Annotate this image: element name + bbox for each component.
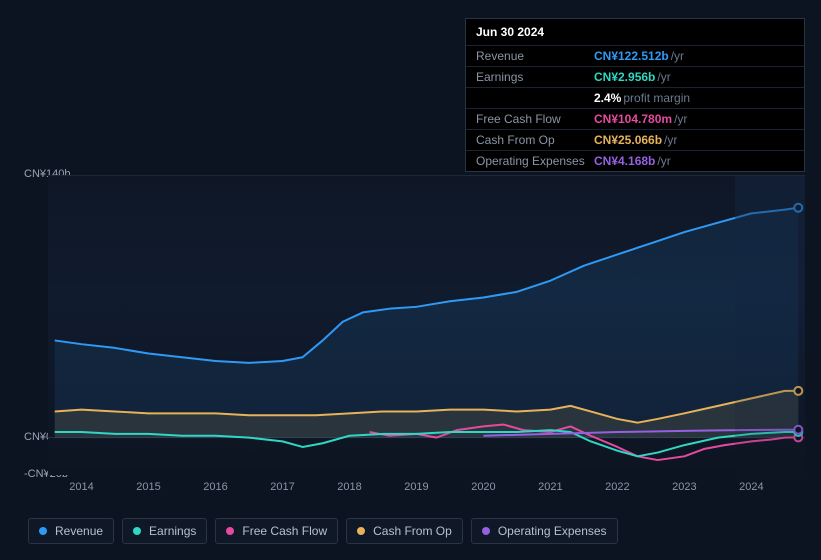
- tooltip-metric-value: CN¥25.066b: [594, 133, 662, 147]
- legend-label: Earnings: [149, 524, 196, 538]
- tooltip-metric-value: CN¥2.956b: [594, 70, 655, 84]
- tooltip-metric-label: [476, 91, 594, 105]
- tooltip-row: Cash From OpCN¥25.066b /yr: [466, 129, 804, 150]
- legend-item-revenue[interactable]: Revenue: [28, 518, 114, 544]
- tooltip-date: Jun 30 2024: [466, 19, 804, 45]
- x-axis-tick: 2021: [538, 481, 562, 493]
- tooltip-metric-value: CN¥122.512b: [594, 49, 669, 63]
- tooltip-metric-label: Cash From Op: [476, 133, 594, 147]
- legend-label: Cash From Op: [373, 524, 452, 538]
- legend-item-operating-expenses[interactable]: Operating Expenses: [471, 518, 618, 544]
- legend-dot-icon: [482, 527, 490, 535]
- legend-dot-icon: [39, 527, 47, 535]
- tooltip-metric-suffix: /yr: [657, 70, 670, 84]
- x-axis-tick: 2020: [471, 481, 495, 493]
- chart-tooltip: Jun 30 2024 RevenueCN¥122.512b /yrEarnin…: [465, 18, 805, 172]
- tooltip-metric-suffix: /yr: [674, 112, 687, 126]
- x-axis-tick: 2019: [404, 481, 428, 493]
- legend-dot-icon: [226, 527, 234, 535]
- x-axis-tick: 2024: [739, 481, 763, 493]
- tooltip-metric-label: Free Cash Flow: [476, 112, 594, 126]
- tooltip-metric-suffix: /yr: [664, 133, 677, 147]
- tooltip-metric-label: Revenue: [476, 49, 594, 63]
- tooltip-metric-label: Earnings: [476, 70, 594, 84]
- chart-legend: Revenue Earnings Free Cash Flow Cash From O…: [28, 518, 618, 544]
- x-axis-tick: 2017: [270, 481, 294, 493]
- legend-dot-icon: [357, 527, 365, 535]
- legend-item-earnings[interactable]: Earnings: [122, 518, 207, 544]
- tooltip-metric-value: CN¥4.168b: [594, 154, 655, 168]
- tooltip-metric-suffix: /yr: [657, 154, 670, 168]
- financial-chart: CN¥140bCN¥0-CN¥20b 201420152016201720182…: [16, 155, 805, 495]
- chart-plot-area[interactable]: [48, 175, 805, 475]
- legend-dot-icon: [133, 527, 141, 535]
- legend-item-free-cash-flow[interactable]: Free Cash Flow: [215, 518, 338, 544]
- x-axis: 2014 2015 2016 2017 2018 2019 2020 2021 2022 2023…: [48, 481, 805, 499]
- tooltip-row: RevenueCN¥122.512b /yr: [466, 45, 804, 66]
- x-axis-tick: 2018: [337, 481, 361, 493]
- x-axis-tick: 2023: [672, 481, 696, 493]
- x-axis-tick: 2015: [136, 481, 160, 493]
- x-axis-tick: 2016: [203, 481, 227, 493]
- legend-label: Free Cash Flow: [242, 524, 327, 538]
- tooltip-metric-label: Operating Expenses: [476, 154, 594, 168]
- tooltip-row: Free Cash FlowCN¥104.780m /yr: [466, 108, 804, 129]
- tooltip-metric-suffix: profit margin: [623, 91, 690, 105]
- tooltip-metric-suffix: /yr: [671, 49, 684, 63]
- tooltip-row: Operating ExpensesCN¥4.168b /yr: [466, 150, 804, 171]
- tooltip-row: EarningsCN¥2.956b /yr: [466, 66, 804, 87]
- legend-item-cash-from-op[interactable]: Cash From Op: [346, 518, 463, 544]
- x-axis-tick: 2014: [69, 481, 93, 493]
- tooltip-row: 2.4% profit margin: [466, 87, 804, 108]
- legend-label: Revenue: [55, 524, 103, 538]
- tooltip-metric-value: 2.4%: [594, 91, 621, 105]
- legend-label: Operating Expenses: [498, 524, 607, 538]
- x-axis-tick: 2022: [605, 481, 629, 493]
- tooltip-metric-value: CN¥104.780m: [594, 112, 672, 126]
